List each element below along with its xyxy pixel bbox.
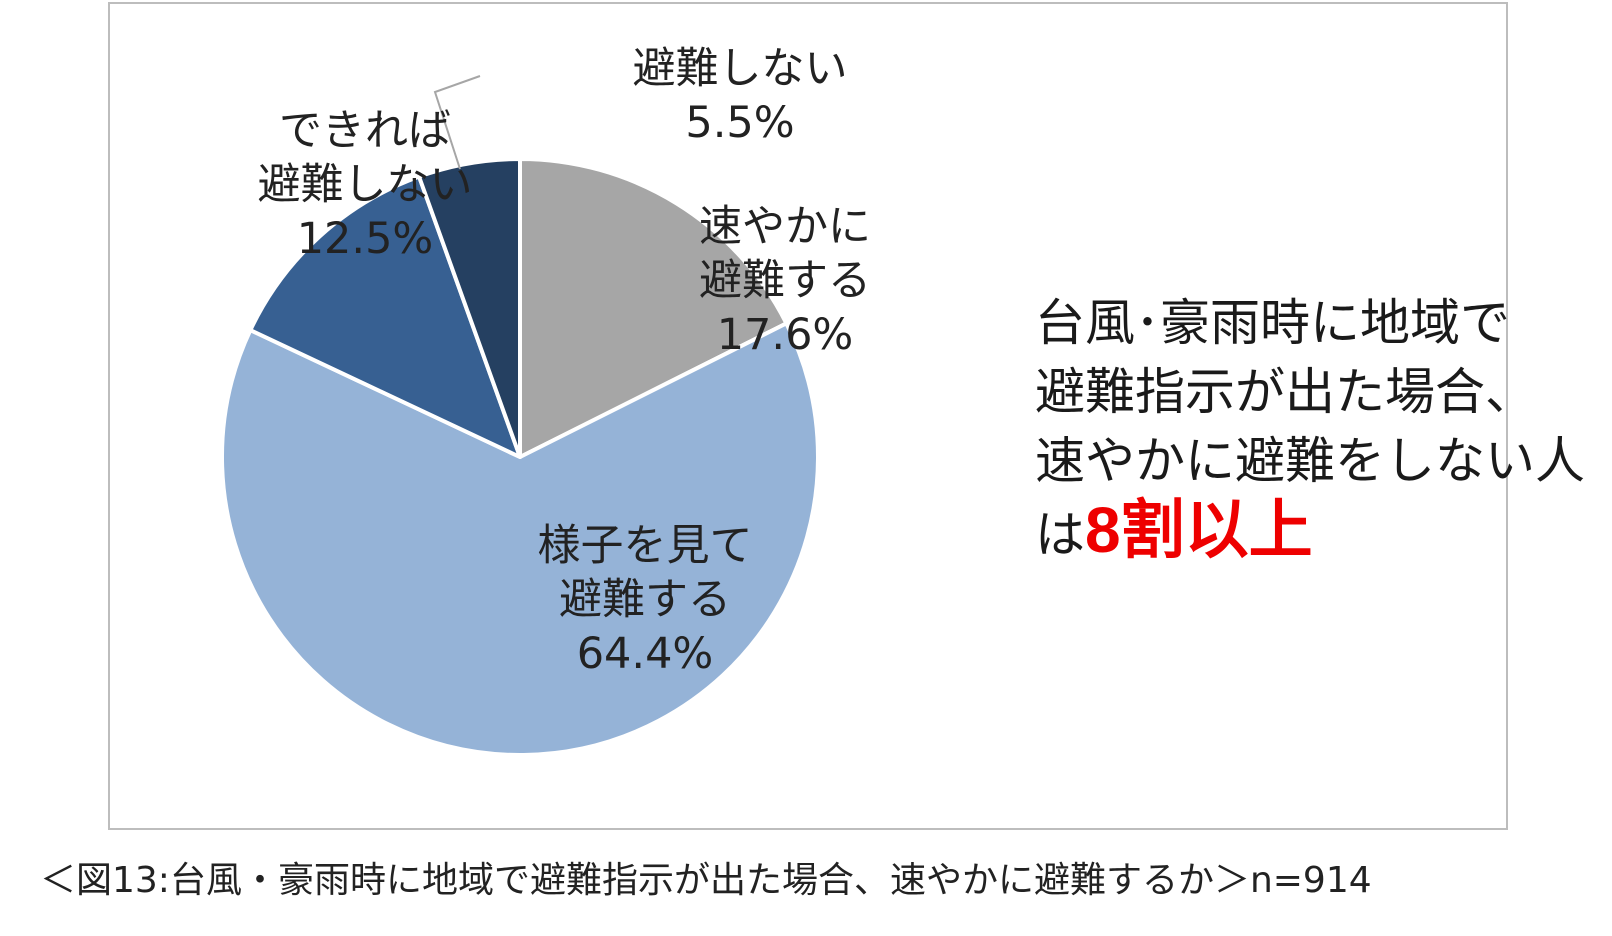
figure-caption: ＜図13:台風・豪雨時に地域で避難指示が出た場合、速やかに避難するか＞n=914 <box>40 860 1372 901</box>
slice-value: 17.6% <box>716 310 854 360</box>
slice-label-line: 避難しない <box>632 44 848 94</box>
slice-label-line: 避難する <box>559 575 731 625</box>
slice-value: 64.4% <box>576 629 714 679</box>
slice-label-line: 様子を見て <box>537 521 753 571</box>
slice-label-wait-and-see: 様子を見て 避難する 64.4% <box>500 519 790 681</box>
slice-label-prefer-not: できれば 避難しない 12.5% <box>230 104 500 266</box>
callout-prefix: は <box>1035 506 1085 564</box>
chart-frame: 速やかに 避難する 17.6% 様子を見て 避難する 64.4% できれば 避難… <box>108 2 1585 830</box>
pie-slice-wait-and-see <box>220 321 820 757</box>
slice-label-quick-evacuate: 速やかに 避難する 17.6% <box>685 200 885 362</box>
slice-label-line: 速やかに <box>699 202 871 252</box>
callout-text: 台風･豪雨時に地域で 避難指示が出た場合、 速やかに避難をしない人 は8割以上 <box>1035 289 1612 570</box>
callout-line: 避難指示が出た場合、 <box>1035 363 1535 421</box>
slice-value: 5.5% <box>685 98 795 148</box>
pie-slice-not-evacuate <box>417 157 522 459</box>
slice-value: 12.5% <box>296 214 434 264</box>
callout-highlight: 8割以上 <box>1085 494 1313 566</box>
slice-label-not-evacuate: 避難しない 5.5% <box>610 42 870 150</box>
slice-label-line: 避難しない <box>257 160 473 210</box>
callout-line-4: は8割以上 <box>1035 496 1612 570</box>
pie-slice-prefer-not <box>248 174 522 459</box>
leader-line <box>433 75 481 170</box>
callout-line: 台風･豪雨時に地域で <box>1035 294 1510 352</box>
slice-label-line: できれば <box>279 106 451 156</box>
pie-slice-quick-evacuate <box>518 157 789 459</box>
callout-line: 速やかに避難をしない人 <box>1035 432 1585 490</box>
pie-chart <box>220 75 820 757</box>
slice-label-line: 避難する <box>699 256 871 306</box>
